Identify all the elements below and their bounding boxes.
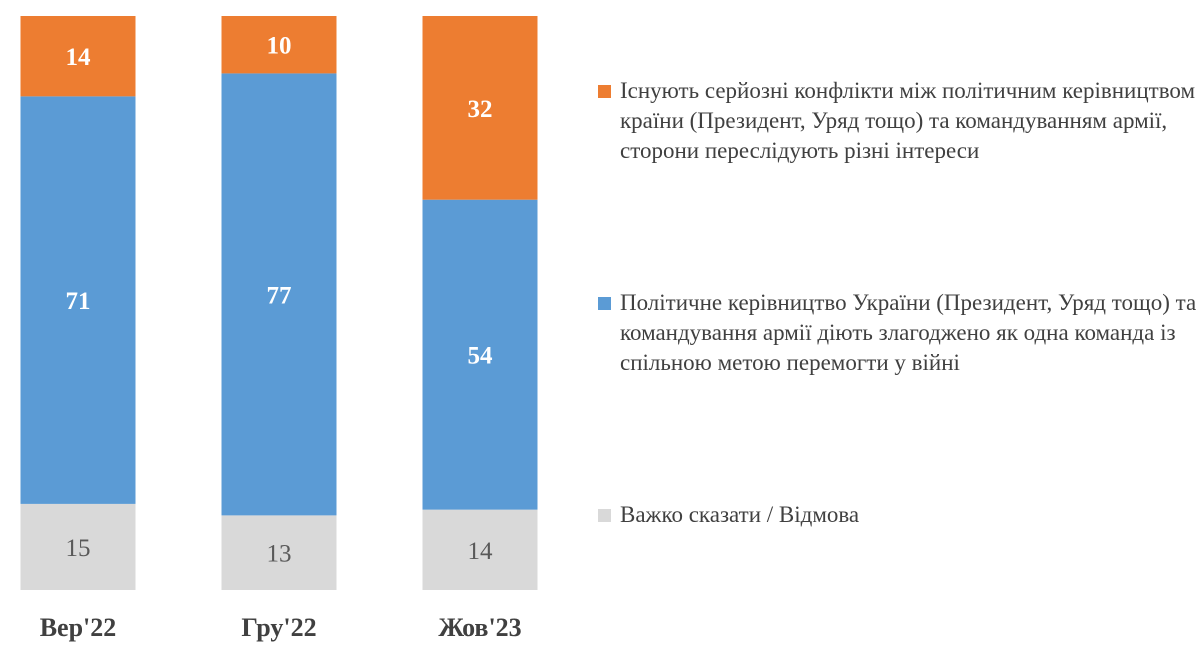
category-label-1: Гру'22	[241, 613, 316, 642]
legend-item-hard-to-say: Важко сказати / Відмова	[598, 500, 859, 530]
legend-item-together: Політичне керівництво України (Президент…	[598, 288, 1198, 378]
data-label-together-0: 71	[66, 288, 91, 315]
bar-segment-hard-to-say-2	[422, 509, 538, 590]
legend-label-conflicts: Існують серйозні конфлікти між політични…	[620, 78, 1196, 163]
legend-label-together: Політичне керівництво України (Президент…	[620, 290, 1197, 375]
legend-swatch-blue	[598, 297, 611, 310]
data-label-together-2: 54	[468, 343, 494, 370]
category-label-2: Жов'23	[438, 613, 521, 642]
bar-segment-conflicts-0	[20, 16, 136, 97]
bar-segment-conflicts-2	[422, 16, 538, 200]
data-label-together-1: 77	[267, 282, 292, 309]
bar-segment-hard-to-say-1	[221, 515, 337, 590]
stacked-bar-chart: 15 71 14 Вер'22 13 77 10 Гру'22 14 54 32 Жов'23	[20, 16, 538, 642]
category-label-0: Вер'22	[40, 613, 117, 642]
legend-label-hard-to-say: Важко сказати / Відмова	[620, 502, 860, 527]
bar-segment-together-1	[221, 73, 337, 516]
data-label-conflicts-1: 10	[267, 33, 292, 60]
bar-segment-together-2	[422, 199, 538, 510]
data-label-conflicts-2: 32	[468, 96, 493, 123]
data-label-hard-to-say-2: 14	[468, 538, 494, 565]
bar-segment-conflicts-1	[221, 16, 337, 74]
bar-segment-hard-to-say-0	[20, 503, 136, 590]
legend-swatch-orange	[598, 85, 611, 98]
legend-swatch-gray	[598, 509, 611, 522]
data-label-hard-to-say-0: 15	[66, 535, 91, 562]
data-label-hard-to-say-1: 13	[267, 541, 292, 568]
data-label-conflicts-0: 14	[66, 44, 92, 71]
legend-item-conflicts: Існують серйозні конфлікти між політични…	[598, 76, 1198, 166]
bar-segment-together-0	[20, 96, 136, 504]
